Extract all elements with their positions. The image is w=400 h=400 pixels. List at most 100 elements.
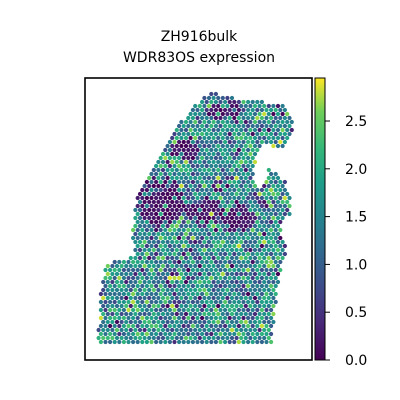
expression-spot [195, 155, 200, 161]
expression-spot [282, 251, 287, 257]
expression-spot [227, 267, 232, 273]
expression-spot [131, 339, 136, 345]
expression-spot [154, 331, 159, 337]
expression-spot [170, 287, 175, 293]
expression-spot [197, 271, 202, 277]
expression-spot [232, 163, 237, 169]
expression-spot [220, 271, 225, 277]
expression-spot [149, 339, 154, 345]
expression-spot [232, 331, 237, 337]
expression-spot [227, 227, 232, 233]
expression-spot [262, 263, 267, 269]
expression-spot [186, 171, 191, 177]
expression-spot [266, 175, 271, 181]
expression-spot [195, 259, 200, 265]
expression-spot [243, 111, 248, 117]
expression-spot [223, 291, 228, 297]
expression-spot [186, 147, 191, 153]
expression-spot [114, 287, 120, 293]
expression-spot [126, 315, 131, 321]
expression-spot [257, 287, 262, 293]
expression-spot [269, 211, 274, 217]
expression-spot [151, 167, 156, 173]
expression-spot [165, 255, 170, 261]
expression-spot [160, 239, 166, 245]
expression-spot [257, 335, 262, 341]
expression-spot [264, 107, 269, 113]
expression-spot [140, 283, 145, 289]
expression-spot [128, 327, 133, 333]
expression-spot [213, 299, 218, 305]
expression-spot [114, 295, 120, 301]
expression-spot [213, 291, 218, 297]
expression-spot [227, 235, 232, 241]
expression-spot [112, 315, 117, 321]
expression-spot [229, 231, 235, 237]
expression-spot [200, 251, 205, 257]
expression-spot [266, 319, 271, 325]
expression-spot [241, 283, 246, 289]
expression-spot [246, 283, 251, 289]
expression-spot [273, 235, 278, 241]
expression-spot [216, 239, 221, 245]
expression-spot [216, 95, 221, 101]
expression-spot [282, 195, 287, 201]
expression-spot [220, 159, 225, 165]
expression-spot [209, 227, 214, 233]
expression-spot [177, 323, 182, 329]
expression-spot [179, 311, 184, 317]
expression-spot [227, 107, 232, 113]
expression-spot [223, 203, 228, 209]
expression-spot [142, 191, 147, 197]
expression-spot [211, 271, 216, 277]
expression-spot [151, 175, 156, 181]
expression-spot [121, 291, 126, 297]
expression-spot [101, 335, 106, 341]
expression-spot [202, 103, 207, 109]
expression-spot [278, 235, 283, 241]
expression-spot [105, 263, 110, 269]
expression-spot [128, 287, 133, 293]
expression-spot [195, 315, 200, 321]
expression-spot [98, 299, 103, 305]
expression-spot [190, 259, 195, 265]
expression-spot [232, 259, 237, 265]
expression-spot [223, 275, 228, 281]
expression-spot [160, 287, 166, 293]
expression-spot [158, 195, 163, 201]
expression-spot [193, 215, 198, 221]
colorbar-tick-label: 0.0 [345, 353, 367, 369]
expression-spot [264, 275, 269, 281]
expression-spot [204, 235, 209, 241]
expression-spot [227, 123, 232, 129]
expression-spot [179, 255, 184, 261]
expression-spot [200, 227, 205, 233]
expression-spot [186, 211, 191, 217]
expression-spot [252, 295, 258, 301]
expression-spot [257, 255, 262, 261]
expression-spot [156, 311, 161, 317]
expression-spot [209, 339, 214, 345]
expression-spot [137, 247, 143, 253]
expression-spot [257, 239, 262, 245]
expression-spot [181, 227, 186, 233]
expression-spot [236, 187, 241, 193]
expression-spot [202, 335, 207, 341]
expression-spot [259, 323, 264, 329]
expression-spot [151, 295, 156, 301]
expression-spot [202, 255, 207, 261]
expression-spot [140, 235, 145, 241]
expression-spot [266, 287, 271, 293]
expression-spot [266, 247, 271, 253]
expression-spot [186, 179, 191, 185]
expression-spot [269, 251, 274, 257]
expression-spot [250, 299, 255, 305]
expression-spot [234, 103, 239, 109]
expression-spot [275, 207, 281, 213]
expression-spot [135, 275, 140, 281]
expression-spot [190, 155, 195, 161]
expression-spot [158, 339, 163, 345]
expression-spot [243, 295, 248, 301]
expression-spot [200, 331, 205, 337]
expression-spot [103, 323, 108, 329]
